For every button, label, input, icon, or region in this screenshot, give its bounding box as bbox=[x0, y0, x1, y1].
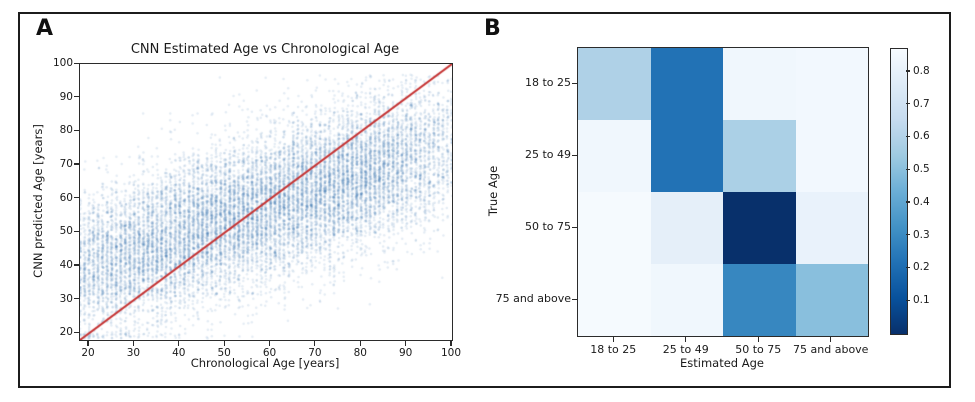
heatmap-row-tick-mark bbox=[572, 298, 577, 300]
x-tick-mark bbox=[359, 340, 361, 346]
heatmap-row-label: 75 and above bbox=[495, 292, 571, 305]
x-tick-mark bbox=[223, 340, 225, 346]
x-tick-label: 90 bbox=[398, 347, 413, 359]
heatmap-cell bbox=[795, 48, 868, 120]
x-tick-label: 70 bbox=[308, 347, 322, 359]
y-tick-label: 50 bbox=[59, 225, 73, 238]
heatmap-col-label: 25 to 49 bbox=[662, 343, 709, 356]
heatmap-cell bbox=[723, 264, 796, 336]
colorbar-tick-label: 0.1 bbox=[913, 294, 930, 307]
colorbar-tick-label: 0.6 bbox=[913, 130, 930, 143]
x-tick-label: 40 bbox=[172, 347, 186, 359]
heatmap-cell bbox=[578, 48, 651, 120]
x-tick-mark bbox=[132, 340, 135, 346]
colorbar-tick-label: 0.2 bbox=[913, 261, 930, 274]
heatmap-cell bbox=[723, 48, 796, 120]
x-tick-label: 30 bbox=[126, 347, 141, 359]
heatmap-col-tick-mark bbox=[685, 336, 687, 342]
heatmap-cell bbox=[650, 48, 723, 120]
heatmap-cell bbox=[795, 120, 868, 192]
x-tick-label: 50 bbox=[217, 347, 231, 359]
colorbar-tick-mark bbox=[906, 168, 910, 170]
colorbar-tick-mark bbox=[906, 234, 910, 236]
heatmap-cell bbox=[650, 192, 723, 264]
heatmap-cell bbox=[650, 264, 723, 336]
heatmap-cell bbox=[795, 192, 868, 264]
colorbar-tick-mark bbox=[906, 135, 910, 138]
y-tick-mark bbox=[74, 62, 79, 64]
scatter-title: CNN Estimated Age vs Chronological Age bbox=[130, 42, 400, 57]
x-tick-label: 80 bbox=[353, 347, 367, 359]
heatmap-col-tick-mark bbox=[830, 336, 832, 342]
y-tick-mark bbox=[74, 129, 79, 131]
y-tick-label: 90 bbox=[59, 90, 73, 103]
colorbar-tick-mark bbox=[906, 266, 910, 269]
scatter-canvas bbox=[80, 64, 452, 340]
heatmap-cell bbox=[723, 120, 796, 192]
y-tick-mark bbox=[74, 230, 79, 232]
y-tick-mark bbox=[74, 331, 79, 333]
x-tick-label: 20 bbox=[81, 347, 95, 359]
heatmap-y-axis-label: True Age bbox=[486, 165, 500, 217]
y-tick-label: 80 bbox=[59, 124, 73, 137]
scatter-x-axis-label: Chronological Age [years] bbox=[190, 356, 340, 370]
scatter-plot-area bbox=[79, 63, 453, 341]
x-tick-mark bbox=[268, 340, 271, 346]
y-tick-label: 40 bbox=[59, 258, 73, 271]
panel-a-label: A bbox=[36, 16, 54, 41]
y-tick-label: 70 bbox=[59, 157, 73, 170]
colorbar-tick-mark bbox=[906, 103, 910, 105]
x-tick-mark bbox=[178, 340, 180, 346]
colorbar-tick-label: 0.8 bbox=[913, 64, 930, 77]
heatmap-row-label: 25 to 49 bbox=[524, 148, 571, 161]
x-tick-label: 60 bbox=[262, 347, 277, 359]
heatmap-cell bbox=[795, 264, 868, 336]
colorbar-tick-mark bbox=[906, 201, 910, 203]
heatmap-cell bbox=[578, 120, 651, 192]
heatmap-cell bbox=[578, 264, 651, 336]
y-tick-label: 30 bbox=[59, 292, 73, 305]
heatmap-col-tick-mark bbox=[757, 336, 759, 342]
colorbar-tick-mark bbox=[906, 70, 910, 72]
heatmap-col-label: 50 to 75 bbox=[735, 343, 782, 356]
heatmap-cell bbox=[650, 120, 723, 192]
heatmap-row-tick-mark bbox=[572, 226, 577, 228]
colorbar-tick-label: 0.3 bbox=[913, 228, 930, 241]
x-tick-mark bbox=[314, 340, 316, 346]
heatmap-col-tick-mark bbox=[612, 336, 614, 342]
panel-b-label: B bbox=[484, 16, 501, 41]
heatmap-cell bbox=[723, 192, 796, 264]
x-tick-mark bbox=[87, 340, 89, 346]
x-tick-mark bbox=[405, 340, 407, 346]
y-tick-label: 20 bbox=[59, 326, 73, 339]
heatmap-row-label: 50 to 75 bbox=[524, 220, 571, 233]
x-tick-mark bbox=[450, 340, 452, 346]
y-tick-label: 100 bbox=[52, 57, 73, 69]
heatmap-x-axis-label: Estimated Age bbox=[680, 356, 764, 370]
heatmap-cell bbox=[578, 192, 651, 264]
y-tick-mark bbox=[74, 197, 79, 199]
y-tick-label: 60 bbox=[59, 191, 73, 204]
colorbar bbox=[890, 48, 908, 335]
colorbar-tick-mark bbox=[906, 299, 910, 301]
heatmap-row-tick-mark bbox=[572, 82, 577, 84]
y-tick-mark bbox=[74, 298, 79, 300]
y-tick-mark bbox=[74, 163, 79, 165]
confusion-matrix-heatmap bbox=[577, 47, 869, 337]
heatmap-col-label: 75 and above bbox=[793, 343, 869, 356]
colorbar-tick-label: 0.5 bbox=[913, 163, 930, 176]
heatmap-row-tick-mark bbox=[572, 154, 577, 156]
heatmap-col-label: 18 to 25 bbox=[590, 343, 637, 356]
y-tick-mark bbox=[74, 264, 79, 266]
x-tick-label: 100 bbox=[440, 347, 462, 359]
colorbar-tick-label: 0.7 bbox=[913, 97, 930, 110]
colorbar-tick-label: 0.4 bbox=[913, 195, 930, 208]
heatmap-row-label: 18 to 25 bbox=[524, 76, 571, 89]
scatter-y-axis-label: CNN predicted Age [years] bbox=[31, 124, 45, 278]
y-tick-mark bbox=[74, 96, 79, 98]
